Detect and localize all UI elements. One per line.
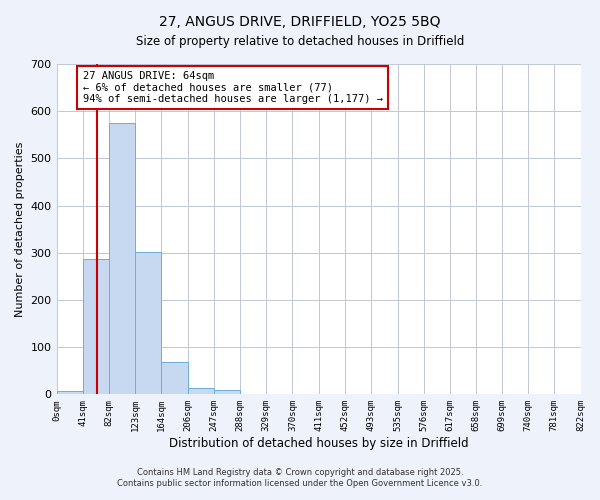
Y-axis label: Number of detached properties: Number of detached properties xyxy=(15,142,25,317)
Text: 27 ANGUS DRIVE: 64sqm
← 6% of detached houses are smaller (77)
94% of semi-detac: 27 ANGUS DRIVE: 64sqm ← 6% of detached h… xyxy=(83,71,383,104)
Bar xyxy=(188,388,214,394)
Bar xyxy=(109,123,135,394)
Bar xyxy=(83,260,109,394)
Bar xyxy=(56,390,83,394)
X-axis label: Distribution of detached houses by size in Driffield: Distribution of detached houses by size … xyxy=(169,437,469,450)
Text: Contains HM Land Registry data © Crown copyright and database right 2025.
Contai: Contains HM Land Registry data © Crown c… xyxy=(118,468,482,487)
Text: 27, ANGUS DRIVE, DRIFFIELD, YO25 5BQ: 27, ANGUS DRIVE, DRIFFIELD, YO25 5BQ xyxy=(159,15,441,29)
Text: Size of property relative to detached houses in Driffield: Size of property relative to detached ho… xyxy=(136,35,464,48)
Bar xyxy=(214,390,240,394)
Bar xyxy=(161,362,188,394)
Bar xyxy=(135,252,161,394)
